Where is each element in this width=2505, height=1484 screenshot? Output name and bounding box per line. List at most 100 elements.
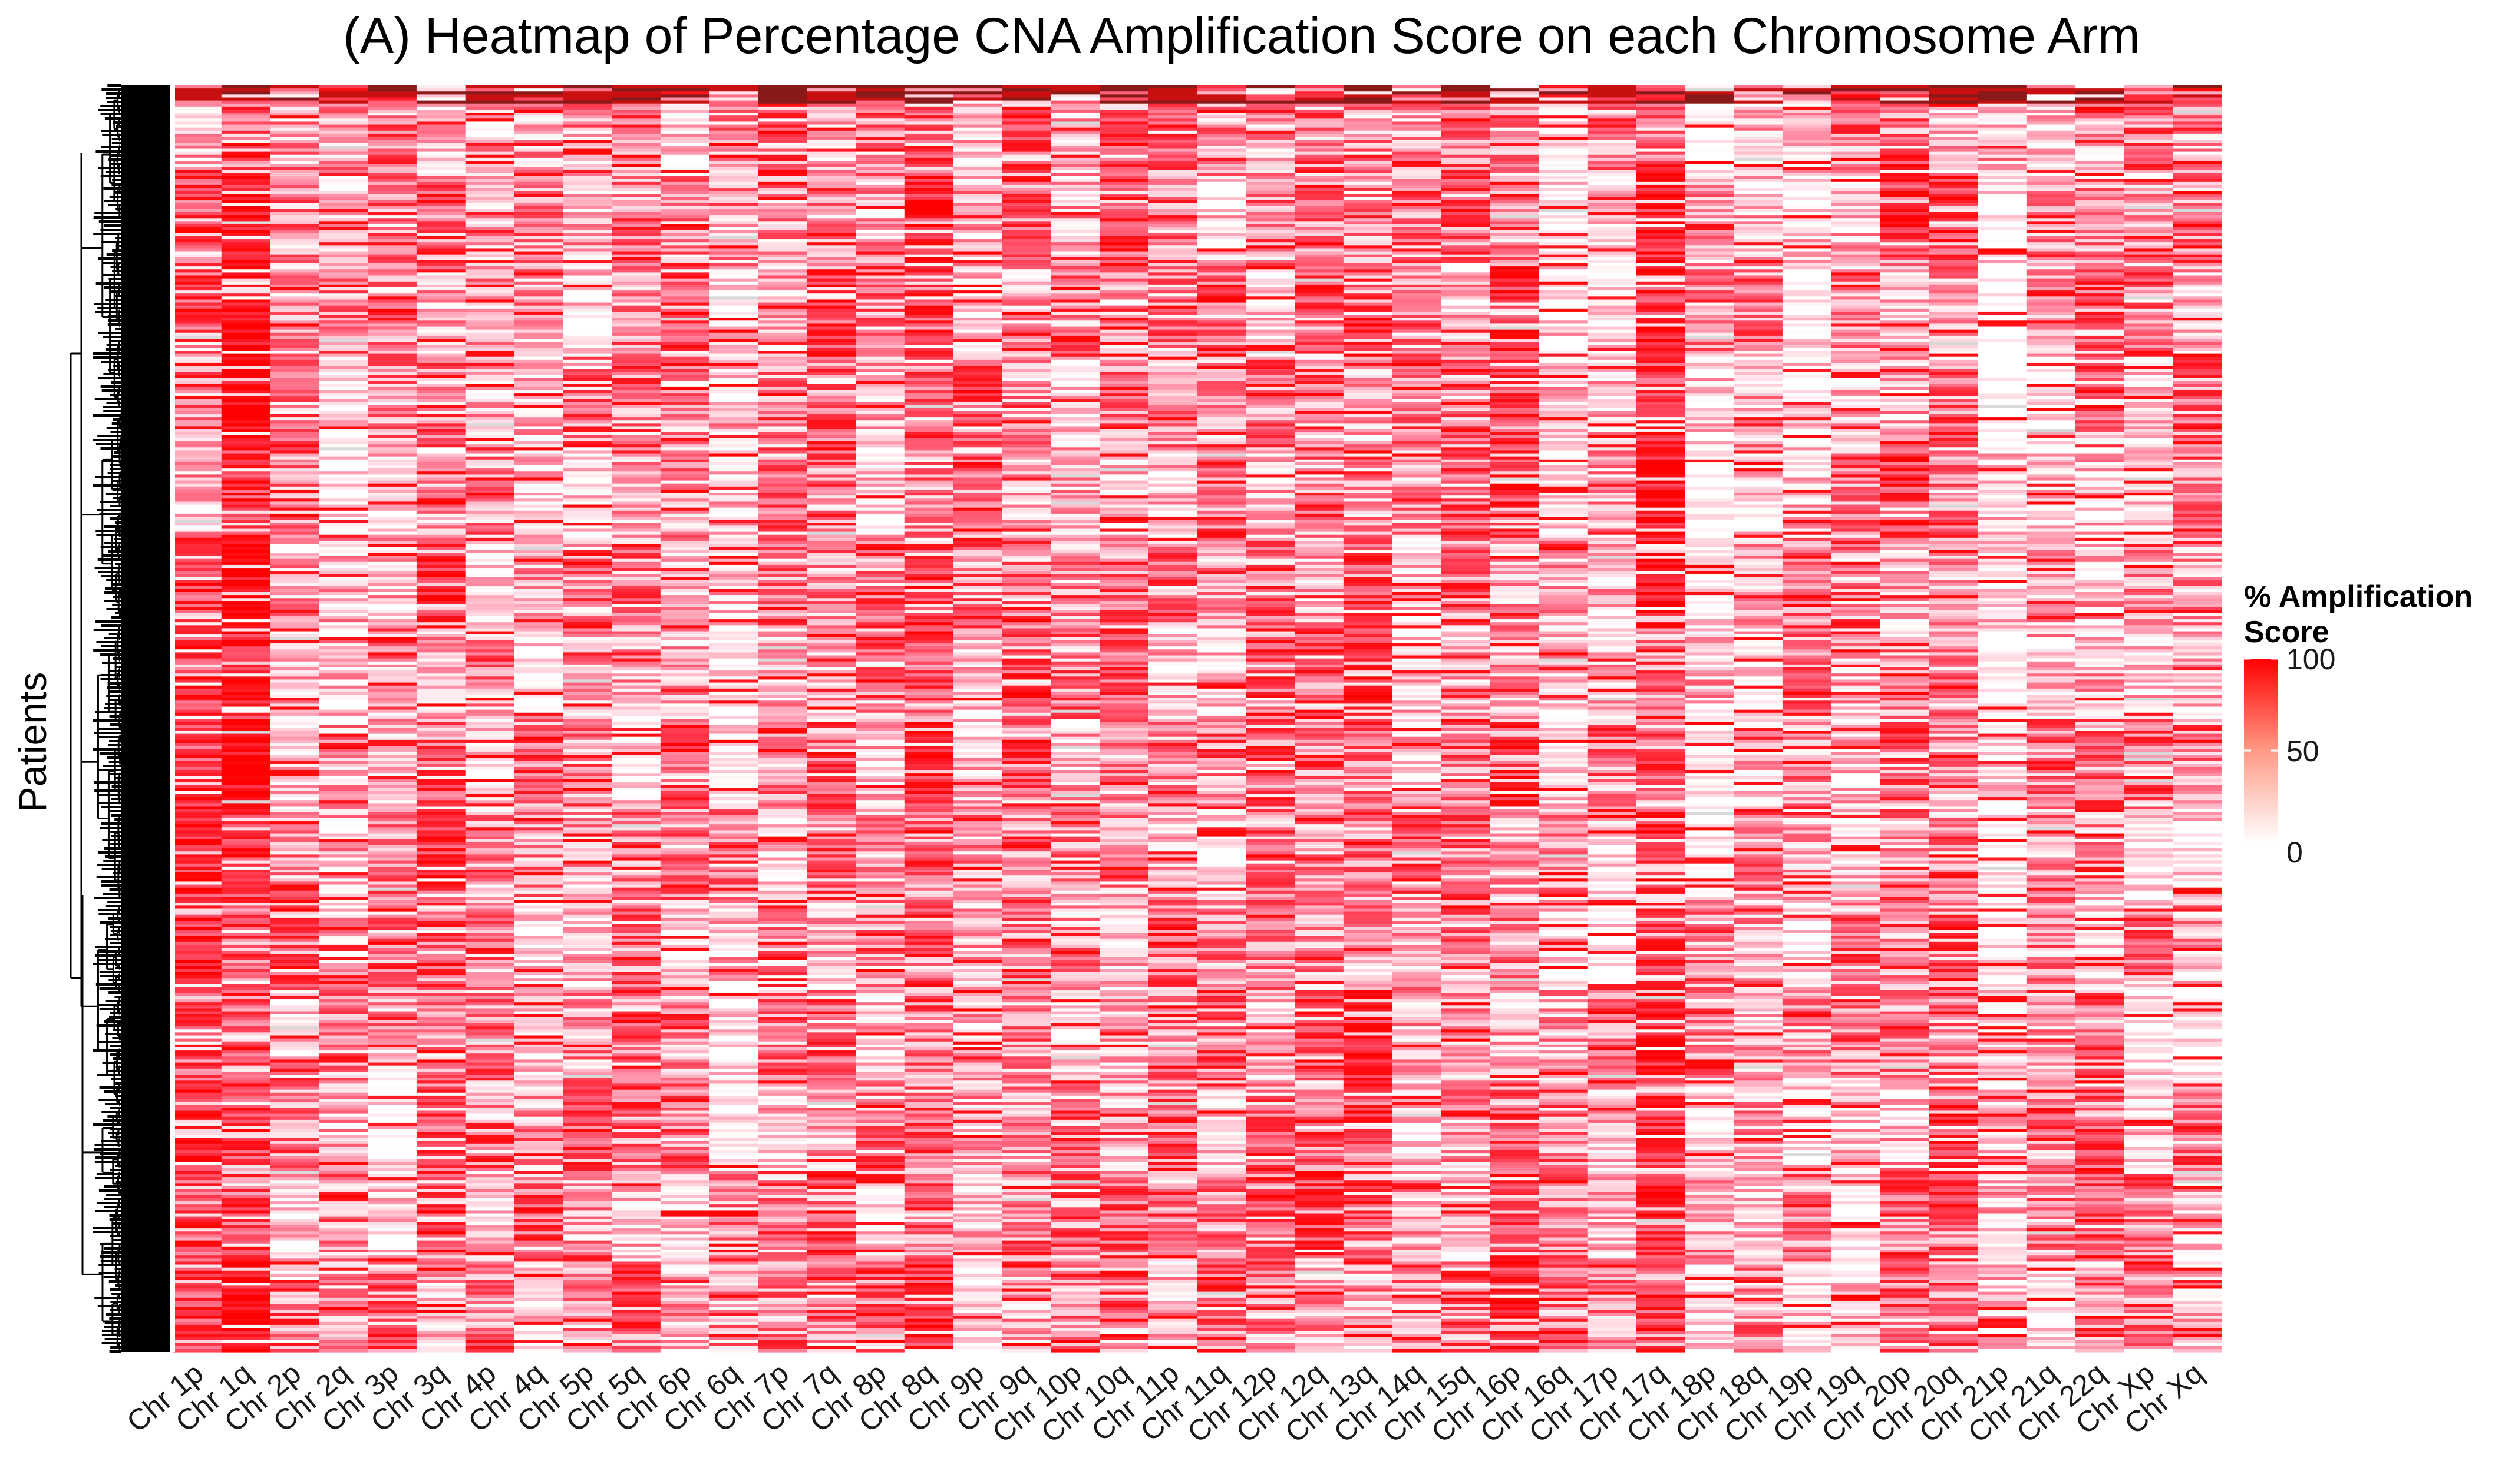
heatmap-cell (221, 477, 271, 481)
heatmap-cell (563, 568, 612, 571)
heatmap-cell (173, 1307, 222, 1310)
heatmap-cell (221, 1324, 271, 1328)
heatmap-cell (221, 818, 271, 822)
heatmap-cell (612, 1213, 661, 1217)
heatmap-cell (221, 1273, 271, 1277)
heatmap-cell (221, 501, 271, 505)
heatmap-cell (368, 1291, 417, 1295)
heatmap-cell (612, 987, 661, 991)
heatmap-cell (173, 254, 222, 258)
heatmap-cell (173, 308, 222, 312)
heatmap-cell (221, 483, 271, 487)
heatmap-cell (319, 731, 368, 735)
heatmap-cell (514, 1056, 563, 1060)
heatmap-cell (563, 574, 612, 578)
heatmap-cell (221, 435, 271, 439)
heatmap-cell (563, 1053, 612, 1057)
heatmap-cell (514, 944, 563, 948)
heatmap-cell (612, 631, 661, 635)
heatmap-cell (270, 323, 319, 328)
heatmap-cell (416, 1165, 466, 1169)
heatmap-cell (416, 1291, 466, 1295)
heatmap-cell (514, 311, 563, 315)
heatmap-cell (563, 695, 612, 698)
heatmap-cell (563, 1135, 612, 1139)
heatmap-cell (173, 561, 222, 566)
heatmap-cell (416, 441, 466, 445)
heatmap-cell (221, 525, 271, 530)
heatmap-cell (416, 1328, 466, 1331)
heatmap-cell (319, 586, 368, 590)
heatmap-cell (416, 1340, 466, 1344)
heatmap-cell (319, 1237, 368, 1241)
heatmap-cell (270, 1108, 319, 1112)
heatmap-cell (514, 736, 563, 741)
heatmap-cell (612, 911, 661, 915)
heatmap-cell (319, 1277, 368, 1280)
heatmap-cell (368, 1153, 417, 1156)
heatmap-cell (368, 1135, 417, 1139)
heatmap-cell (270, 384, 319, 388)
heatmap-cell (514, 1270, 563, 1274)
heatmap-cell (612, 510, 661, 514)
heatmap-cell (368, 308, 417, 312)
heatmap-cell (270, 625, 319, 629)
heatmap-cell (514, 206, 563, 210)
heatmap-cell (319, 209, 368, 213)
heatmap-cell (416, 1343, 466, 1347)
heatmap-cell (612, 390, 661, 394)
heatmap-cell (612, 493, 661, 496)
heatmap-cell (563, 592, 612, 596)
heatmap-cell (465, 435, 515, 439)
heatmap-cell (319, 957, 368, 961)
heatmap-cell (563, 435, 612, 439)
heatmap-cell (612, 1225, 661, 1229)
heatmap-cell (173, 1310, 222, 1314)
heatmap-cell (368, 423, 417, 427)
heatmap-cell (368, 1255, 417, 1259)
heatmap-cell (416, 1310, 466, 1314)
heatmap-cell (221, 320, 271, 325)
heatmap-cell (514, 827, 563, 831)
heatmap-cell (514, 1171, 563, 1175)
heatmap-cell (221, 1044, 271, 1048)
heatmap-cell (368, 486, 417, 490)
heatmap-cell (221, 438, 271, 442)
heatmap-cell (270, 540, 319, 544)
heatmap-cell (319, 507, 368, 511)
heatmap-cell (173, 749, 222, 752)
heatmap-cell (319, 1146, 368, 1151)
heatmap-cell (612, 827, 661, 831)
heatmap-cell (319, 1026, 368, 1030)
heatmap-cell (368, 752, 417, 756)
heatmap-cell (465, 405, 515, 409)
heatmap-cell (612, 335, 661, 339)
heatmap-cell (319, 339, 368, 342)
heatmap-cell (465, 260, 515, 264)
heatmap-cell (173, 586, 222, 590)
heatmap-cell (173, 1255, 222, 1259)
heatmap-cell (270, 1210, 319, 1214)
heatmap-cell (416, 456, 466, 460)
heatmap-cell (221, 103, 271, 107)
heatmap-cell (465, 957, 515, 961)
heatmap-cell (368, 435, 417, 439)
heatmap-cell (514, 1065, 563, 1069)
heatmap-cell (612, 924, 661, 927)
heatmap-cell (612, 625, 661, 629)
heatmap-cell (173, 1005, 222, 1009)
heatmap-cell (416, 462, 466, 466)
heatmap-cell (368, 432, 417, 436)
heatmap-cell (221, 752, 271, 756)
heatmap-cell (465, 619, 515, 623)
heatmap-cell (612, 1116, 661, 1121)
heatmap-cell (416, 815, 466, 819)
heatmap-cell (221, 875, 271, 879)
heatmap-cell (612, 483, 661, 487)
heatmap-cell (612, 474, 661, 478)
heatmap-cell (368, 661, 417, 665)
heatmap-cell (368, 930, 417, 934)
heatmap-cell (612, 302, 661, 306)
heatmap-cell (173, 806, 222, 810)
heatmap-cell (221, 1017, 271, 1021)
